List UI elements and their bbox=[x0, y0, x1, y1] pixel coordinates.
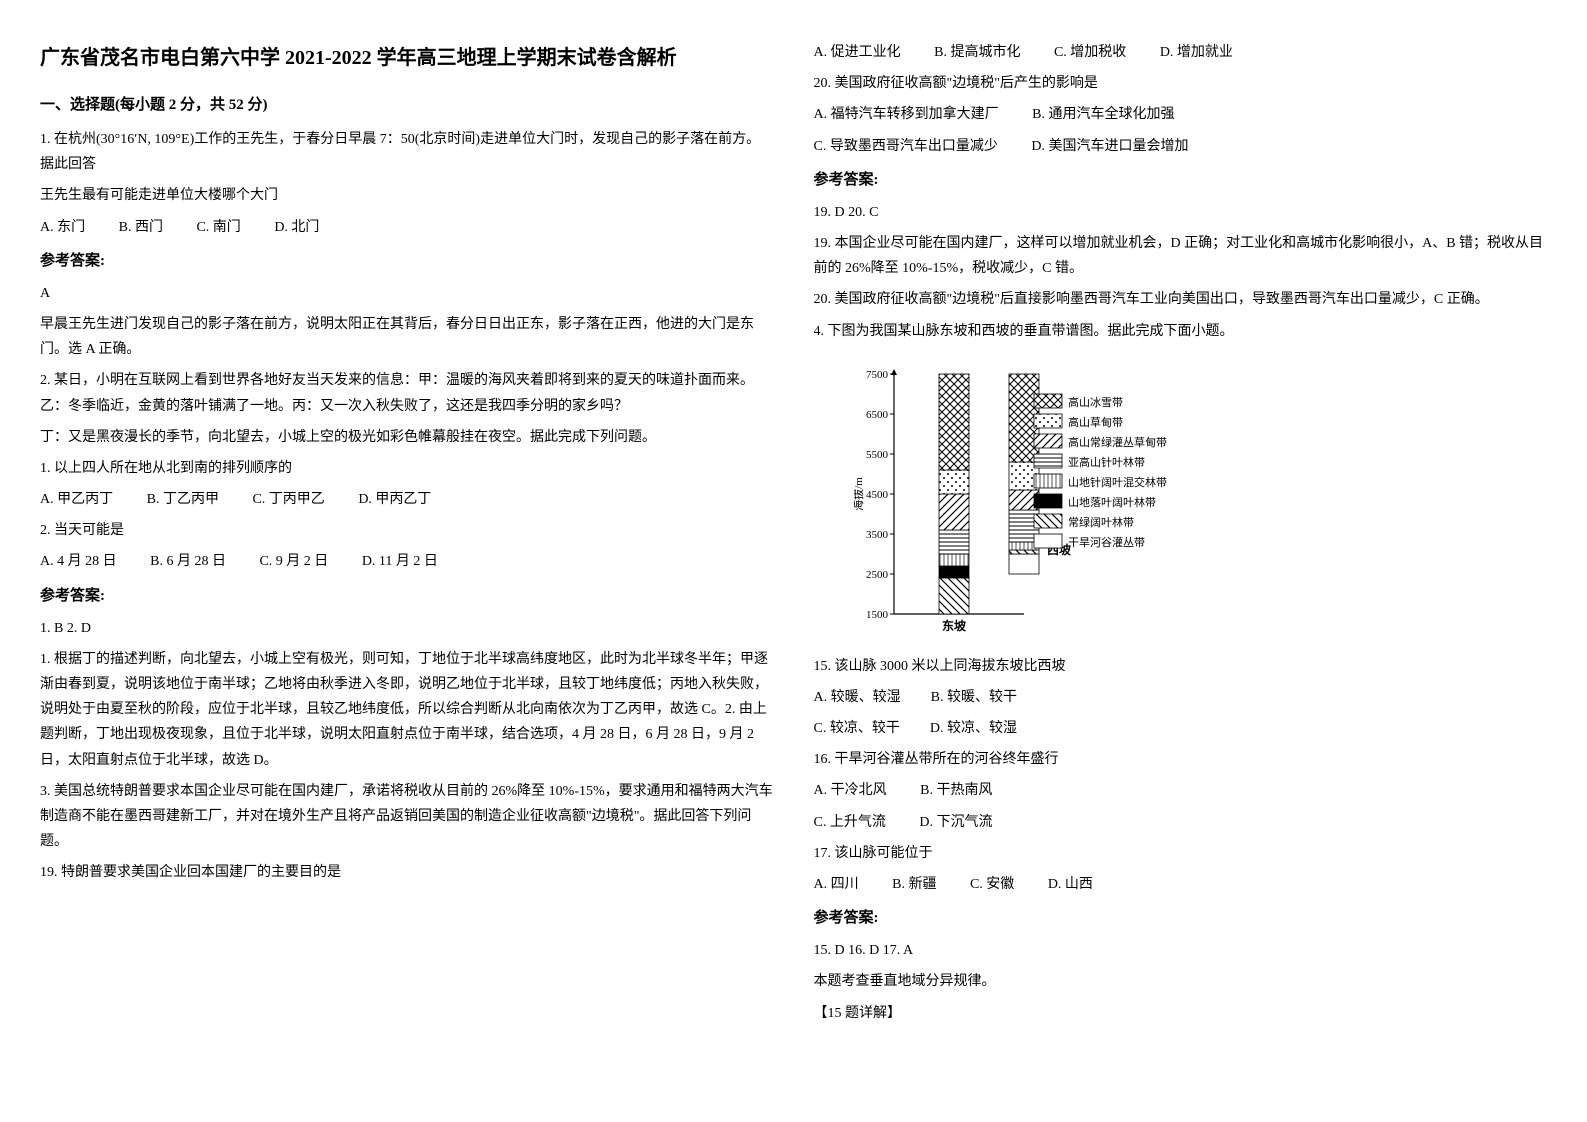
question-2-1: 1. 以上四人所在地从北到南的排列顺序的 bbox=[40, 456, 774, 481]
q1-opt-d: D. 北门 bbox=[274, 215, 319, 240]
svg-text:亚高山针叶林带: 亚高山针叶林带 bbox=[1068, 455, 1145, 469]
section-header: 一、选择题(每小题 2 分，共 52 分) bbox=[40, 92, 774, 119]
q19-opt-c: C. 增加税收 bbox=[1054, 40, 1126, 65]
q15-opt-d: D. 较凉、较湿 bbox=[930, 716, 1017, 741]
q2-1-opt-c: C. 丁丙甲乙 bbox=[252, 487, 324, 512]
svg-text:5500: 5500 bbox=[866, 449, 889, 461]
question-20-options-2: C. 导致墨西哥汽车出口量减少 D. 美国汽车进口量会增加 bbox=[814, 134, 1548, 159]
question-15-text: 15. 该山脉 3000 米以上同海拔东坡比西坡 bbox=[814, 654, 1548, 679]
question-1-options: A. 东门 B. 西门 C. 南门 D. 北门 bbox=[40, 215, 774, 240]
question-2-text: 2. 某日，小明在互联网上看到世界各地好友当天发来的信息：甲：温暖的海风夹着即将… bbox=[40, 368, 774, 418]
q15-detail-header: 【15 题详解】 bbox=[814, 1001, 1548, 1026]
question-2-1-options: A. 甲乙丙丁 B. 丁乙丙甲 C. 丁丙甲乙 D. 甲丙乙丁 bbox=[40, 487, 774, 512]
chart-container: 1500250035004500550065007500海拔/m东坡西坡高山冰雪… bbox=[854, 364, 1548, 644]
q19-20-answer: 19. D 20. C bbox=[814, 200, 1548, 225]
q20-opt-a: A. 福特汽车转移到加拿大建厂 bbox=[814, 102, 999, 127]
svg-text:东坡: 东坡 bbox=[941, 618, 966, 633]
answer-label-2: 参考答案: bbox=[40, 583, 774, 610]
q2-1-opt-b: B. 丁乙丙甲 bbox=[147, 487, 219, 512]
svg-text:山地落叶阔叶林带: 山地落叶阔叶林带 bbox=[1068, 495, 1156, 509]
question-19-text: 19. 特朗普要求美国企业回本国建厂的主要目的是 bbox=[40, 860, 774, 885]
svg-text:2500: 2500 bbox=[866, 569, 889, 581]
q19-opt-a: A. 促进工业化 bbox=[814, 40, 901, 65]
q1-answer: A bbox=[40, 281, 774, 306]
answer-label-4: 参考答案: bbox=[814, 905, 1548, 932]
document-title: 广东省茂名市电白第六中学 2021-2022 学年高三地理上学期末试卷含解析 bbox=[40, 40, 774, 76]
svg-text:干旱河谷灌丛带: 干旱河谷灌丛带 bbox=[1068, 536, 1145, 549]
q16-opt-a: A. 干冷北风 bbox=[814, 778, 887, 803]
q2-2-opt-d: D. 11 月 2 日 bbox=[362, 549, 438, 574]
answer-label: 参考答案: bbox=[40, 248, 774, 275]
question-1-text: 1. 在杭州(30°16′N, 109°E)工作的王先生，于春分日早晨 7：50… bbox=[40, 127, 774, 177]
left-column: 广东省茂名市电白第六中学 2021-2022 学年高三地理上学期末试卷含解析 一… bbox=[40, 40, 774, 1032]
q4-explain-intro: 本题考查垂直地域分异规律。 bbox=[814, 969, 1548, 994]
question-15-options-2: C. 较凉、较干 D. 较凉、较湿 bbox=[814, 716, 1548, 741]
svg-text:海拔/m: 海拔/m bbox=[854, 476, 865, 510]
question-16-text: 16. 干旱河谷灌丛带所在的河谷终年盛行 bbox=[814, 747, 1548, 772]
q2-1-opt-d: D. 甲丙乙丁 bbox=[358, 487, 431, 512]
q1-explanation: 早晨王先生进门发现自己的影子落在前方，说明太阳正在其背后，春分日日出正东，影子落… bbox=[40, 312, 774, 362]
q19-opt-d: D. 增加就业 bbox=[1160, 40, 1233, 65]
q20-opt-c: C. 导致墨西哥汽车出口量减少 bbox=[814, 134, 998, 159]
answer-label-3: 参考答案: bbox=[814, 167, 1548, 194]
q2-2-opt-b: B. 6 月 28 日 bbox=[150, 549, 226, 574]
svg-text:高山草甸带: 高山草甸带 bbox=[1068, 415, 1123, 429]
q2-2-opt-c: C. 9 月 2 日 bbox=[259, 549, 328, 574]
svg-text:常绿阔叶林带: 常绿阔叶林带 bbox=[1068, 515, 1134, 529]
question-2-cont: 丁：又是黑夜漫长的季节，向北望去，小城上空的极光如彩色帷幕般挂在夜空。据此完成下… bbox=[40, 425, 774, 450]
question-2-2: 2. 当天可能是 bbox=[40, 518, 774, 543]
q15-17-answer: 15. D 16. D 17. A bbox=[814, 938, 1548, 963]
q19-explanation: 19. 本国企业尽可能在国内建厂，这样可以增加就业机会，D 正确；对工业化和高城… bbox=[814, 231, 1548, 281]
q15-opt-c: C. 较凉、较干 bbox=[814, 716, 900, 741]
question-15-options: A. 较暖、较湿 B. 较暖、较干 bbox=[814, 685, 1548, 710]
question-1-sub: 王先生最有可能走进单位大楼哪个大门 bbox=[40, 183, 774, 208]
q2-answer: 1. B 2. D bbox=[40, 616, 774, 641]
svg-text:1500: 1500 bbox=[866, 609, 889, 621]
q15-opt-b: B. 较暖、较干 bbox=[931, 685, 1017, 710]
q17-opt-d: D. 山西 bbox=[1048, 872, 1093, 897]
question-4-text: 4. 下图为我国某山脉东坡和西坡的垂直带谱图。据此完成下面小题。 bbox=[814, 319, 1548, 344]
q1-opt-b: B. 西门 bbox=[119, 215, 163, 240]
question-20-options: A. 福特汽车转移到加拿大建厂 B. 通用汽车全球化加强 bbox=[814, 102, 1548, 127]
q15-opt-a: A. 较暖、较湿 bbox=[814, 685, 901, 710]
q16-opt-c: C. 上升气流 bbox=[814, 810, 886, 835]
right-column: A. 促进工业化 B. 提高城市化 C. 增加税收 D. 增加就业 20. 美国… bbox=[814, 40, 1548, 1032]
q1-opt-a: A. 东门 bbox=[40, 215, 85, 240]
vertical-zone-chart: 1500250035004500550065007500海拔/m东坡西坡高山冰雪… bbox=[854, 364, 1274, 644]
q17-opt-b: B. 新疆 bbox=[892, 872, 936, 897]
q20-opt-b: B. 通用汽车全球化加强 bbox=[1032, 102, 1174, 127]
svg-text:高山常绿灌丛草甸带: 高山常绿灌丛草甸带 bbox=[1068, 435, 1167, 449]
svg-text:高山冰雪带: 高山冰雪带 bbox=[1068, 395, 1123, 409]
q2-2-opt-a: A. 4 月 28 日 bbox=[40, 549, 117, 574]
question-16-options: A. 干冷北风 B. 干热南风 bbox=[814, 778, 1548, 803]
question-2-2-options: A. 4 月 28 日 B. 6 月 28 日 C. 9 月 2 日 D. 11… bbox=[40, 549, 774, 574]
svg-text:4500: 4500 bbox=[866, 489, 889, 501]
q20-opt-d: D. 美国汽车进口量会增加 bbox=[1031, 134, 1188, 159]
question-3-text: 3. 美国总统特朗普要求本国企业尽可能在国内建厂，承诺将税收从目前的 26%降至… bbox=[40, 779, 774, 855]
q2-explanation: 1. 根据丁的描述判断，向北望去，小城上空有极光，则可知，丁地位于北半球高纬度地… bbox=[40, 647, 774, 773]
question-20-text: 20. 美国政府征收高额"边境税"后产生的影响是 bbox=[814, 71, 1548, 96]
q17-opt-a: A. 四川 bbox=[814, 872, 859, 897]
q20-explanation: 20. 美国政府征收高额"边境税"后直接影响墨西哥汽车工业向美国出口，导致墨西哥… bbox=[814, 287, 1548, 312]
question-16-options-2: C. 上升气流 D. 下沉气流 bbox=[814, 810, 1548, 835]
question-19-options: A. 促进工业化 B. 提高城市化 C. 增加税收 D. 增加就业 bbox=[814, 40, 1548, 65]
svg-text:山地针阔叶混交林带: 山地针阔叶混交林带 bbox=[1068, 475, 1167, 489]
q16-opt-d: D. 下沉气流 bbox=[919, 810, 992, 835]
q2-1-opt-a: A. 甲乙丙丁 bbox=[40, 487, 113, 512]
svg-text:7500: 7500 bbox=[866, 369, 889, 381]
q19-opt-b: B. 提高城市化 bbox=[934, 40, 1020, 65]
q17-opt-c: C. 安徽 bbox=[970, 872, 1014, 897]
q1-opt-c: C. 南门 bbox=[196, 215, 240, 240]
svg-text:6500: 6500 bbox=[866, 409, 889, 421]
svg-text:3500: 3500 bbox=[866, 529, 889, 541]
question-17-options: A. 四川 B. 新疆 C. 安徽 D. 山西 bbox=[814, 872, 1548, 897]
q16-opt-b: B. 干热南风 bbox=[920, 778, 992, 803]
question-17-text: 17. 该山脉可能位于 bbox=[814, 841, 1548, 866]
